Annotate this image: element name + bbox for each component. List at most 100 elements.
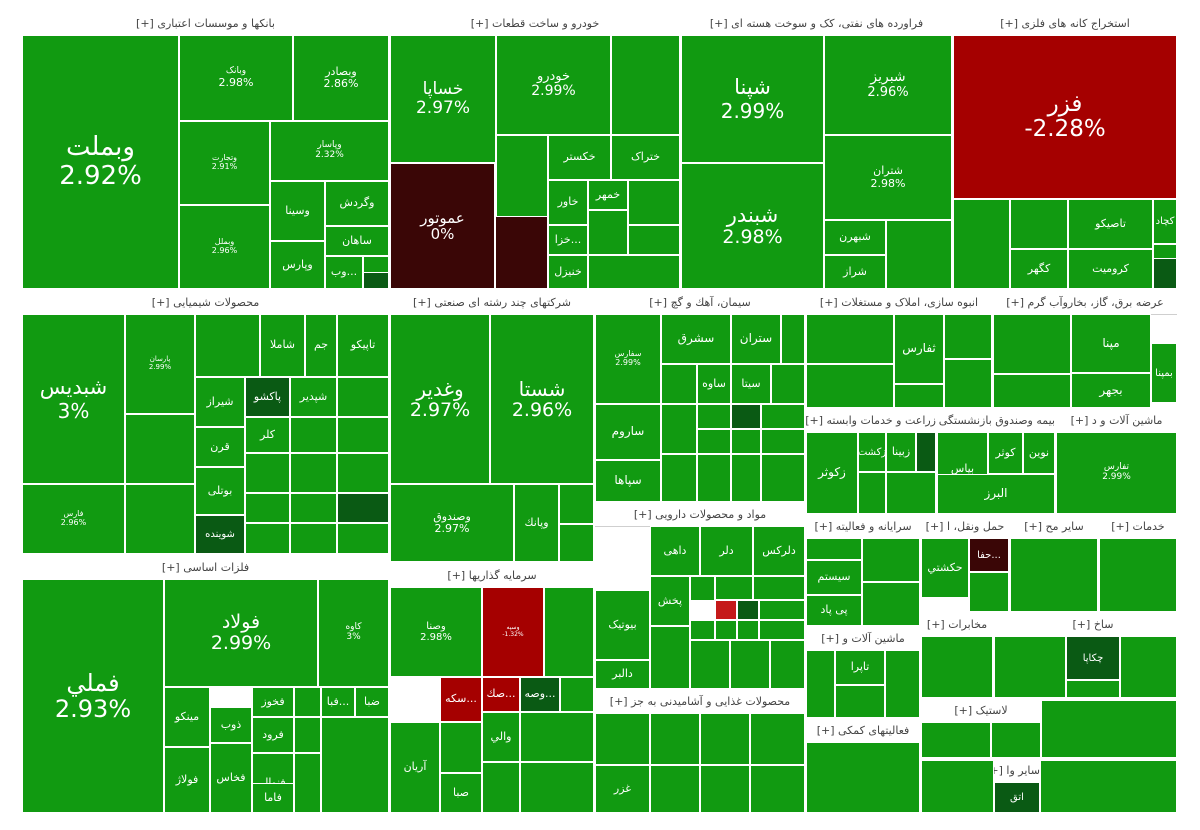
treemap-tile-filler[interactable] <box>520 762 594 813</box>
treemap-tile-filler[interactable] <box>661 454 697 502</box>
treemap-tile-filler[interactable] <box>770 640 805 689</box>
treemap-tile[interactable]: وپارس <box>270 241 325 289</box>
treemap-tile-filler[interactable] <box>337 493 389 523</box>
sector-header[interactable]: محصولات شیمیایی [+] <box>22 292 389 315</box>
treemap-tile[interactable]: کچاد <box>1153 199 1177 244</box>
treemap-tile[interactable]: فارس 2.96% <box>22 484 125 554</box>
treemap-tile-filler[interactable] <box>588 210 628 255</box>
expand-toggle[interactable]: [+] <box>609 695 632 708</box>
treemap-tile[interactable]: کروميت <box>1068 249 1153 289</box>
treemap-tile-filler[interactable] <box>661 364 697 404</box>
treemap-tile[interactable]: ...خزا <box>548 225 588 255</box>
treemap-tile[interactable]: شبندر 2.98% <box>681 163 824 289</box>
expand-toggle[interactable]: [+] <box>994 764 1003 777</box>
sector-header[interactable]: سرمایه گذاریها [+] <box>390 565 594 588</box>
treemap-tile-filler[interactable] <box>290 493 337 523</box>
treemap-tile-filler[interactable] <box>731 454 761 502</box>
treemap-tile[interactable]: فزر -2.28% <box>953 35 1177 199</box>
treemap-tile-filler[interactable] <box>835 685 885 718</box>
treemap-tile[interactable]: وبملت 2.92% <box>22 35 179 289</box>
sector-header[interactable]: مخابرات [+] <box>921 614 993 637</box>
treemap-tile[interactable]: تاصیکو <box>1068 199 1153 249</box>
expand-toggle[interactable]: [+] <box>1000 17 1022 30</box>
expand-toggle[interactable]: [+] <box>161 561 184 574</box>
treemap-tile-filler[interactable] <box>440 722 482 773</box>
treemap-tile[interactable]: ساوه <box>697 364 731 404</box>
treemap-tile-filler[interactable] <box>715 576 753 600</box>
treemap-tile-filler[interactable] <box>482 762 520 813</box>
expand-toggle[interactable]: [+] <box>926 618 949 631</box>
treemap-tile[interactable]: فخوز <box>252 687 294 717</box>
treemap-tile-filler[interactable] <box>337 523 389 554</box>
treemap-tile-filler[interactable] <box>628 225 680 255</box>
expand-toggle[interactable]: [+] <box>954 704 976 717</box>
treemap-tile[interactable]: بيوتيک <box>595 590 650 660</box>
treemap-tile-filler[interactable] <box>690 576 715 601</box>
treemap-tile-filler[interactable] <box>886 472 936 514</box>
treemap-tile-filler[interactable] <box>781 314 805 364</box>
treemap-tile-filler[interactable] <box>560 677 594 712</box>
treemap-tile-filler[interactable] <box>731 429 761 454</box>
treemap-tile-filler[interactable] <box>290 523 337 554</box>
treemap-tile[interactable]: کگهر <box>1010 249 1068 289</box>
treemap-tile-filler[interactable] <box>1010 199 1068 249</box>
treemap-tile-filler[interactable] <box>806 538 862 560</box>
treemap-tile-filler[interactable] <box>921 722 991 758</box>
sector-header[interactable]: ماشین آلات و د [+] <box>1056 410 1177 433</box>
treemap-tile-filler[interactable] <box>125 414 195 484</box>
treemap-tile[interactable]: فخاس <box>210 743 252 813</box>
treemap-tile-filler[interactable] <box>761 454 805 502</box>
treemap-tile-filler[interactable] <box>806 742 920 813</box>
expand-toggle[interactable]: [+] <box>1072 618 1094 631</box>
treemap-tile[interactable]: ...سکه <box>440 677 482 722</box>
sector-header[interactable]: انبوه سازی، املاک و مستغلات [+] <box>806 292 992 315</box>
treemap-tile-filler[interactable] <box>1066 680 1120 698</box>
treemap-tile-filler[interactable] <box>715 620 737 640</box>
treemap-tile-filler[interactable] <box>1010 538 1098 612</box>
treemap-tile-filler[interactable] <box>761 404 805 429</box>
treemap-tile[interactable]: زكوثر <box>806 432 858 514</box>
sector-header[interactable]: زراعت و خدمات وابسته [+] <box>806 410 936 433</box>
treemap-tile[interactable]: زبينا <box>886 432 916 472</box>
treemap-tile-filler[interactable] <box>700 713 750 765</box>
treemap-tile[interactable]: پی پاد <box>806 595 862 626</box>
treemap-tile[interactable]: دالبر <box>595 660 650 689</box>
treemap-tile[interactable]: ...حفا <box>969 538 1009 572</box>
expand-toggle[interactable]: [+] <box>1070 414 1092 427</box>
treemap-tile-filler[interactable] <box>650 626 690 689</box>
treemap-tile[interactable]: كوثر <box>988 432 1023 474</box>
treemap-tile[interactable]: وغدیر 2.97% <box>390 314 490 484</box>
treemap-tile-filler[interactable] <box>559 524 594 562</box>
sector-header[interactable]: سایر وا [+] <box>994 760 1040 783</box>
expand-toggle[interactable]: [+] <box>806 414 827 427</box>
treemap-tile[interactable]: وپانك <box>514 484 559 562</box>
treemap-tile[interactable]: اتق <box>994 782 1040 813</box>
treemap-tile[interactable]: وصندوق 2.97% <box>390 484 514 562</box>
treemap-tile[interactable]: دلر <box>700 526 753 576</box>
treemap-tile-filler[interactable] <box>294 687 321 717</box>
treemap-tile-filler[interactable] <box>595 713 650 765</box>
expand-toggle[interactable]: [+] <box>136 17 158 30</box>
treemap-tile[interactable]: شبهرن <box>824 220 886 255</box>
treemap-tile[interactable]: وسینا <box>270 181 325 241</box>
treemap-tile-filler[interactable] <box>337 417 389 453</box>
treemap-tile-filler[interactable] <box>321 717 389 813</box>
treemap-tile-filler[interactable] <box>759 620 805 640</box>
treemap-tile-filler[interactable] <box>690 620 715 640</box>
treemap-tile-filler[interactable] <box>921 636 993 698</box>
treemap-tile[interactable]: پاکشو <box>245 377 290 417</box>
treemap-tile[interactable]: خمهر <box>588 180 628 210</box>
treemap-tile-filler[interactable] <box>994 636 1066 698</box>
treemap-tile[interactable]: تاپرا <box>835 650 885 685</box>
treemap-tile[interactable]: سفارس 2.99% <box>595 314 661 404</box>
treemap-tile[interactable]: ...وصه <box>520 677 560 712</box>
treemap-tile-filler[interactable] <box>1099 538 1177 612</box>
treemap-tile-filler[interactable] <box>761 429 805 454</box>
treemap-tile[interactable]: حكشتي <box>921 538 969 598</box>
treemap-tile-filler[interactable] <box>944 359 992 408</box>
treemap-tile-filler[interactable] <box>806 364 894 408</box>
treemap-tile[interactable]: شستا 2.96% <box>490 314 594 484</box>
treemap-tile-filler[interactable] <box>806 650 835 718</box>
treemap-tile-filler[interactable] <box>195 314 260 377</box>
treemap-tile[interactable]: سيستم <box>806 560 862 595</box>
